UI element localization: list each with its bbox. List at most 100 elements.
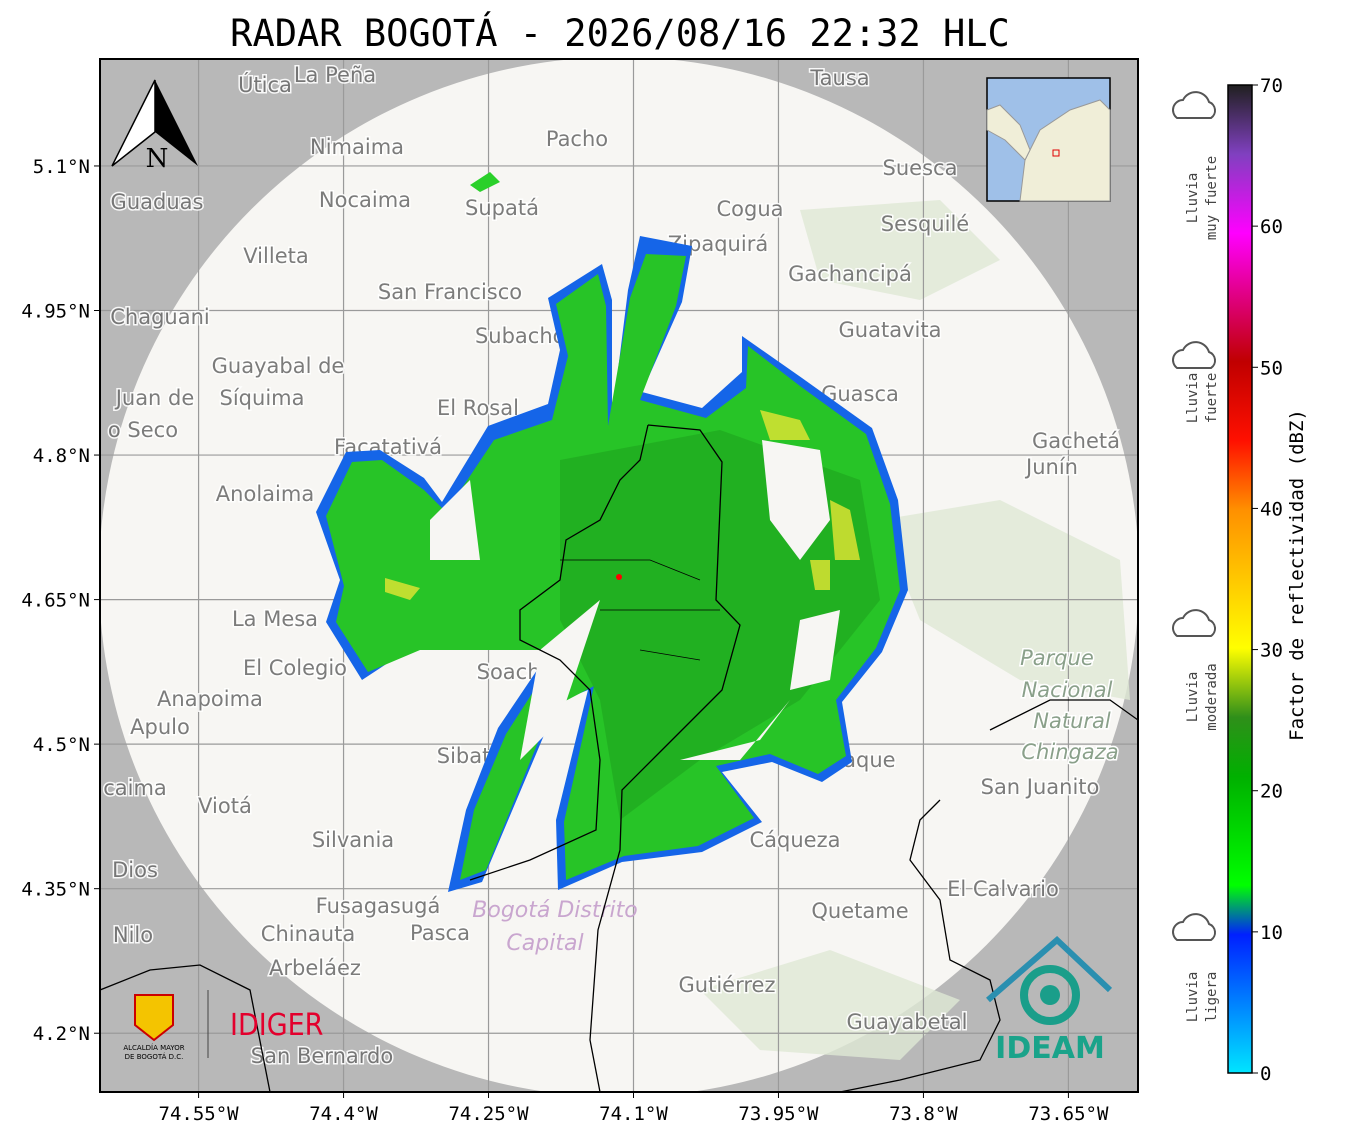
place-label: Útica xyxy=(238,72,292,97)
rain-level-label: Lluvia xyxy=(1185,373,1201,424)
inset-map xyxy=(986,77,1111,202)
boundaries xyxy=(100,424,1138,1092)
rain-level-label: moderada xyxy=(1204,663,1220,730)
places: Útica La Peña Tausa Pacho Nimaima Guaduas Noca… xyxy=(102,62,1122,1070)
place-label: San Bernardo xyxy=(251,1044,393,1068)
place-label: Gachancipá xyxy=(788,262,912,286)
place-label: Cáqueza xyxy=(750,828,841,852)
rain-level-label: muy fuerte xyxy=(1204,156,1220,240)
place-label: Viotá xyxy=(198,794,252,818)
place-label: Guaduas xyxy=(111,190,204,214)
x-tick-label: 73.65°W xyxy=(1028,1103,1109,1125)
district-label: Bogotá Distrito xyxy=(472,898,637,923)
colorbar-tick-label: 30 xyxy=(1260,640,1283,662)
place-label: o Seco xyxy=(108,418,178,442)
y-tick-label: 5.1°N xyxy=(33,156,90,178)
colorbar-tick-label: 60 xyxy=(1260,216,1283,238)
place-label: Nimaima xyxy=(310,135,404,159)
colorbar xyxy=(1227,84,1253,1074)
alcaldia-line: DE BOGOTÁ D.C. xyxy=(125,1052,184,1061)
place-label: Quetame xyxy=(811,899,908,923)
rain-icon xyxy=(1172,341,1216,369)
place-label: Anolaima xyxy=(216,482,314,506)
place-label: Gachetá xyxy=(1032,429,1120,453)
x-tick-label: 74.4°W xyxy=(309,1103,378,1125)
x-tick-label: 74.1°W xyxy=(599,1103,668,1125)
radar-echo xyxy=(316,172,908,892)
place-label: Guatavita xyxy=(839,318,942,342)
colorbar-tick-label: 20 xyxy=(1260,781,1283,803)
place-label: San Juanito xyxy=(981,775,1100,799)
map-frame xyxy=(99,58,1139,1093)
place-label: San Francisco xyxy=(378,280,522,304)
alcaldia-line: ALCALDÍA MAYOR xyxy=(123,1043,184,1052)
compass-label: N xyxy=(146,144,169,174)
place-label: Villeta xyxy=(243,244,308,268)
place-label: Juan de xyxy=(114,386,195,410)
idiger-logo: IDIGER xyxy=(230,1008,323,1043)
place-label: Suesca xyxy=(883,156,958,180)
y-tick-label: 4.95°N xyxy=(21,301,90,323)
rain-icon xyxy=(1172,609,1216,637)
place-label: Guayabal de xyxy=(212,354,345,378)
compass: N xyxy=(111,79,198,174)
rain-level-label: ligera xyxy=(1204,972,1220,1023)
map: Útica La Peña Tausa Pacho Nimaima Guaduas Noca… xyxy=(100,59,1138,1092)
place-label: El Rosal xyxy=(437,396,519,420)
colorbar-ticks: 0 10 20 30 40 50 60 70 xyxy=(1252,75,1283,1085)
park-label: Parque xyxy=(1020,646,1094,670)
logos: ALCALDÍA MAYOR DE BOGOTÁ D.C. IDIGER IDE… xyxy=(123,935,1113,1066)
place-label: El Calvario xyxy=(947,877,1059,901)
y-tick-label: 4.2°N xyxy=(33,1023,90,1045)
y-tick-label: 4.65°N xyxy=(21,590,90,612)
x-tick-label: 73.95°W xyxy=(738,1103,819,1125)
colorbar-tick-label: 40 xyxy=(1260,498,1283,520)
place-label: Anapoima xyxy=(157,687,263,711)
axes: 74.55°W 74.4°W 74.25°W 74.1°W 73.95°W 73.8°W 7… xyxy=(21,156,1109,1125)
place-label: La Mesa xyxy=(232,607,318,631)
y-tick-label: 4.8°N xyxy=(33,445,90,467)
park-label: Chingaza xyxy=(1021,740,1118,764)
place-label: Fusagasugá xyxy=(316,894,441,918)
y-tick-label: 4.5°N xyxy=(33,734,90,756)
colorbar-tick-label: 50 xyxy=(1260,357,1283,379)
place-label: Cogua xyxy=(716,197,783,221)
place-label: Supatá xyxy=(465,196,539,220)
place-label: Pasca xyxy=(410,921,470,945)
rain-level-label: Lluvia xyxy=(1185,972,1201,1023)
place-label: La Peña xyxy=(294,63,376,87)
place-label: El Colegio xyxy=(243,656,347,680)
place-label: Guayabetal xyxy=(847,1010,968,1034)
rain-icon xyxy=(1172,913,1216,941)
place-label: Chinauta xyxy=(261,922,355,946)
place-label: Sesquilé xyxy=(881,212,969,236)
place-label: Pacho xyxy=(546,127,608,151)
place-label: caima xyxy=(103,776,167,800)
colorbar-tick-label: 0 xyxy=(1260,1063,1271,1085)
place-label: Junín xyxy=(1024,455,1078,479)
colorbar-tick-label: 70 xyxy=(1260,75,1283,97)
place-label: Arbeláez xyxy=(269,956,361,980)
park-label: Nacional xyxy=(1022,678,1113,702)
place-label: Apulo xyxy=(130,715,190,739)
district-label: Capital xyxy=(506,931,583,956)
place-label: Síquima xyxy=(220,386,305,410)
place-label: Nocaima xyxy=(319,188,411,212)
place-label: Chaguani xyxy=(110,305,210,329)
place-label: Tausa xyxy=(809,66,869,90)
park-label: Natural xyxy=(1033,709,1111,733)
rain-level-label: fuerte xyxy=(1204,373,1220,424)
place-label: Gutiérrez xyxy=(679,973,776,997)
rain-level-label: Lluvia xyxy=(1185,672,1201,723)
rain-icon xyxy=(1172,91,1216,119)
ideam-logo: IDEAM xyxy=(995,1031,1105,1066)
place-label: Dios xyxy=(112,858,158,882)
x-tick-label: 73.8°W xyxy=(889,1103,958,1125)
colorbar-tick-label: 10 xyxy=(1260,922,1283,944)
rain-level-label: Lluvia xyxy=(1185,173,1201,224)
place-label: Silvania xyxy=(312,828,394,852)
colorbar-label: Factor de reflectividad (dBZ) xyxy=(1286,409,1308,741)
x-tick-label: 74.25°W xyxy=(448,1103,529,1125)
